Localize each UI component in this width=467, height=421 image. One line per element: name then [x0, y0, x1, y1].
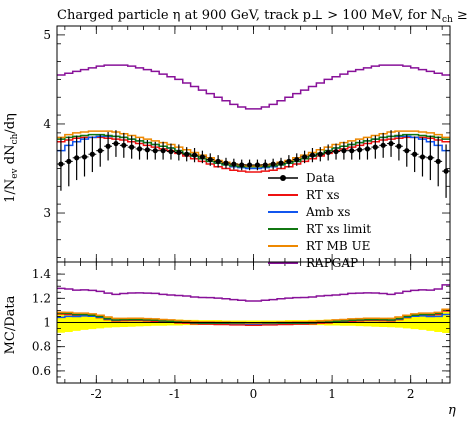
- data-point: [246, 162, 253, 168]
- data-point: [199, 154, 206, 160]
- data-point: [404, 148, 410, 154]
- ratio-y-tick-label: 0.8: [32, 340, 51, 354]
- main-y-tick-label: 4: [43, 117, 51, 131]
- data-point: [380, 142, 386, 148]
- legend-marker-data: [280, 175, 286, 181]
- data-point: [372, 144, 378, 150]
- data-point: [89, 151, 95, 157]
- data-point: [121, 142, 127, 148]
- data-point: [215, 158, 221, 164]
- data-point: [357, 147, 363, 153]
- data-point: [427, 155, 433, 161]
- data-point: [443, 168, 449, 174]
- data-point: [168, 148, 174, 155]
- data-point: [419, 154, 426, 160]
- data-point: [74, 155, 80, 161]
- data-point: [309, 152, 316, 158]
- data-point: [262, 162, 268, 168]
- legend-label-rt-mb-ue: RT MB UE: [306, 239, 370, 253]
- data-point: [301, 154, 308, 160]
- series-line-rt-xs-limit: [57, 133, 450, 168]
- x-tick-label: -1: [169, 387, 181, 401]
- x-tick-label: 0: [250, 387, 258, 401]
- data-point: [270, 161, 276, 167]
- data-point: [105, 143, 111, 149]
- data-point: [176, 149, 182, 156]
- data-point: [152, 148, 158, 154]
- ratio-plot-panel: 0.6 0.8 1 1.2 1.4 -2 -1 0 1 2: [32, 26, 450, 401]
- data-point: [239, 162, 245, 168]
- data-point: [207, 156, 213, 163]
- x-tick-label: -2: [90, 387, 102, 401]
- data-point: [412, 151, 418, 157]
- ratio-y-axis-label: MC/Data: [3, 295, 18, 354]
- series-line-rt-mb-ue: [57, 130, 450, 167]
- ratio-y-tick-label: 0.6: [32, 364, 51, 378]
- data-point: [349, 148, 355, 154]
- data-point: [294, 156, 300, 163]
- data-point: [325, 149, 331, 156]
- x-tick-label: 2: [407, 387, 415, 401]
- x-axis-label: η: [448, 403, 456, 418]
- data-point: [81, 154, 88, 160]
- data-point: [191, 152, 198, 158]
- ratio-plot-frame: [56, 261, 451, 384]
- chart-title: Charged particle η at 900 GeV, track p⊥ …: [57, 8, 467, 25]
- data-point: [341, 148, 347, 154]
- main-plot-panel: 3 4 5: [43, 28, 450, 258]
- data-point: [254, 162, 261, 168]
- ratio-y-tick-label: 1.2: [32, 291, 51, 305]
- x-tick-label: 1: [328, 387, 336, 401]
- series-line-rt-xs: [57, 136, 450, 173]
- main-y-tick-label: 5: [43, 28, 51, 42]
- data-point: [223, 160, 229, 166]
- legend-label-rt-xs: RT xs: [306, 188, 340, 202]
- data-point: [160, 148, 166, 154]
- data-point: [278, 160, 284, 166]
- legend-label-data: Data: [306, 171, 335, 185]
- data-point: [317, 151, 323, 157]
- main-y-tick-label: 3: [43, 206, 51, 220]
- main-y-axis-label: 1/Nev dNch/dη: [3, 113, 20, 203]
- data-point: [396, 143, 402, 149]
- data-point: [435, 158, 441, 164]
- ratio-y-tick-label: 1: [43, 316, 51, 330]
- data-point: [58, 161, 64, 167]
- data-point: [97, 148, 103, 154]
- ratio-y-tick-label: 1.4: [32, 267, 51, 281]
- data-point: [66, 158, 72, 164]
- data-point: [113, 140, 119, 147]
- data-point: [129, 144, 135, 150]
- legend: Data RT xs Amb xs RT xs limit RT MB UE RAPGAP: [268, 171, 371, 270]
- series-line-rapgap: [57, 64, 450, 110]
- data-point: [136, 146, 143, 152]
- data-point: [333, 148, 339, 155]
- data-point: [364, 146, 371, 152]
- legend-label-rapgap: RAPGAP: [306, 256, 358, 270]
- data-point: [286, 158, 292, 164]
- data-point: [231, 161, 237, 167]
- data-point: [388, 140, 394, 147]
- ratio-line-rapgap: [57, 284, 450, 302]
- data-point: [184, 151, 190, 157]
- data-point: [144, 147, 150, 153]
- legend-label-amb-xs: Amb xs: [305, 205, 350, 219]
- legend-label-rt-xs-limit: RT xs limit: [306, 222, 371, 236]
